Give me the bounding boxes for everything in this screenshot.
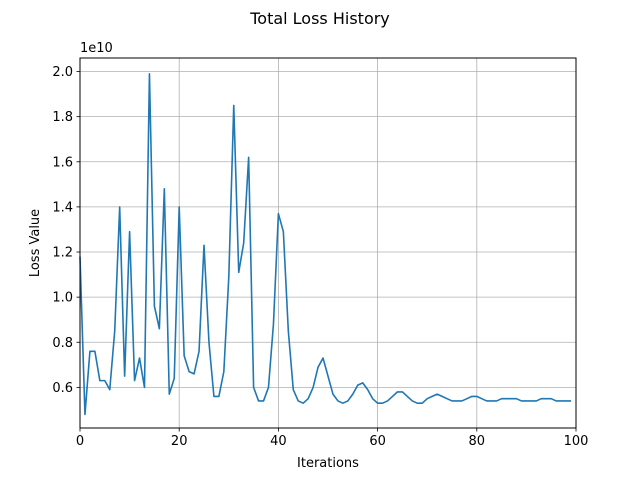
x-axis: 0 20 40 60 80 100: [76, 428, 589, 449]
x-tick-label: 80: [469, 434, 486, 449]
plot-frame: [79, 57, 577, 429]
y-tick-label: 1.2: [52, 246, 73, 261]
y-tick-label: 1.8: [52, 110, 73, 125]
y-tick-label: 1.4: [52, 200, 73, 215]
y-axis: 0.6 0.8 1.0 1.2 1.4 1.6 1.8 2.0: [52, 65, 80, 396]
y-tick-label: 0.8: [52, 336, 73, 351]
x-tick-label: 40: [270, 434, 287, 449]
series-line: [79, 72, 572, 416]
y-tick-label: 1.0: [52, 291, 73, 306]
x-tick-label: 20: [171, 434, 188, 449]
y-axis-label: Loss Value: [28, 209, 43, 277]
x-tick-label: 0: [76, 434, 84, 449]
x-tick-label: 100: [564, 434, 589, 449]
series-group: [79, 72, 572, 416]
x-axis-label: Iterations: [297, 456, 359, 471]
x-tick-label: 60: [369, 434, 386, 449]
y-tick-label: 0.6: [52, 381, 73, 396]
chart-title: Total Loss History: [249, 9, 390, 28]
y-tick-label: 2.0: [52, 65, 73, 80]
y-tick-label: 1.6: [52, 155, 73, 170]
y-offset-text: 1e10: [80, 41, 113, 56]
